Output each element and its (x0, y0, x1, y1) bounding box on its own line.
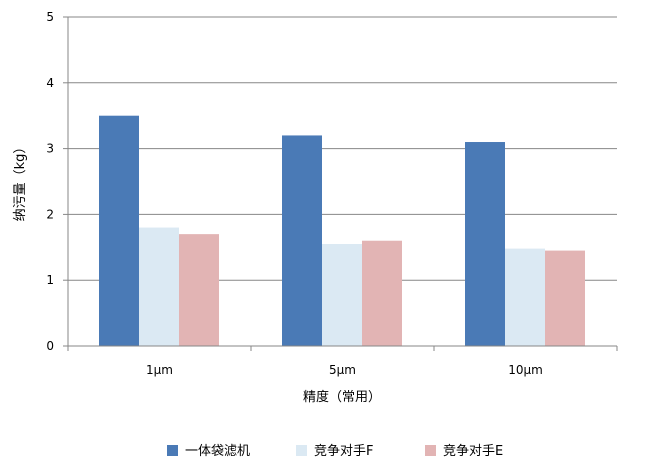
y-tick-label: 3 (46, 142, 54, 156)
x-tick-label: 1μm (146, 363, 173, 377)
y-tick-label: 4 (46, 76, 54, 90)
axes (67, 17, 617, 347)
bar-1-3 (465, 142, 505, 346)
legend-swatch (296, 445, 307, 456)
x-tick-label: 10μm (508, 363, 543, 377)
x-axis-ticks: 1μm 5μm 10μm (67, 346, 618, 377)
y-tick-label: 1 (46, 273, 54, 287)
y-axis-ticks: 0 1 2 3 4 5 (46, 10, 68, 353)
y-tick-label: 5 (46, 10, 54, 24)
legend-label: 一体袋滤机 (185, 444, 250, 459)
bar-3-2 (362, 240, 402, 346)
y-axis-title: 纳污量（kg） (13, 141, 28, 222)
legend-swatch (425, 445, 436, 456)
bar-2-1 (139, 227, 179, 346)
legend-label: 竞争对手F (314, 443, 373, 459)
legend: 一体袋滤机 竞争对手F 竞争对手E (167, 443, 503, 459)
x-axis-title: 精度（常用） (303, 389, 381, 405)
bar-1-1 (99, 115, 139, 346)
bars (99, 115, 585, 346)
bar-2-3 (505, 248, 545, 346)
legend-label: 竞争对手E (443, 443, 503, 459)
bar-1-2 (282, 135, 322, 346)
bar-2-2 (322, 244, 362, 346)
bar-3-1 (179, 234, 219, 346)
legend-swatch (167, 445, 178, 456)
x-tick-label: 5μm (329, 363, 356, 377)
y-tick-label: 2 (46, 207, 54, 221)
bar-3-3 (545, 250, 585, 346)
y-tick-label: 0 (46, 339, 54, 353)
